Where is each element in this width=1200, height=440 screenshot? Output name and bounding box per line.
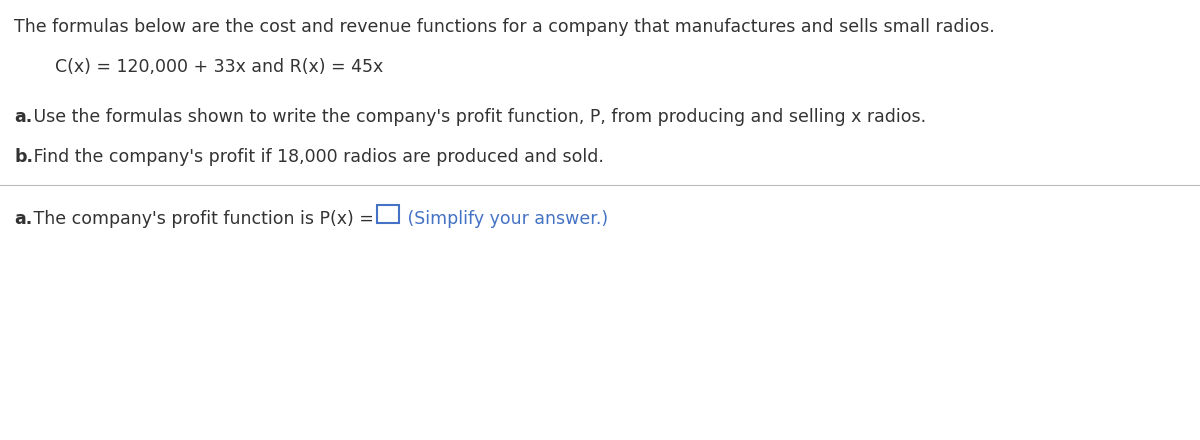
Text: a.: a. (14, 210, 32, 228)
Text: a.: a. (14, 108, 32, 126)
Text: The company's profit function is P(x) =: The company's profit function is P(x) = (28, 210, 374, 228)
Text: The formulas below are the cost and revenue functions for a company that manufac: The formulas below are the cost and reve… (14, 18, 995, 36)
Text: Find the company's profit if 18,000 radios are produced and sold.: Find the company's profit if 18,000 radi… (28, 148, 604, 166)
Text: C(x) = 120,000 + 33x and R(x) = 45x: C(x) = 120,000 + 33x and R(x) = 45x (55, 58, 383, 76)
Text: b.: b. (14, 148, 34, 166)
Text: (Simplify your answer.): (Simplify your answer.) (402, 210, 608, 228)
Bar (377, 205, 398, 223)
Text: Use the formulas shown to write the company's profit function, P, from producing: Use the formulas shown to write the comp… (28, 108, 926, 126)
